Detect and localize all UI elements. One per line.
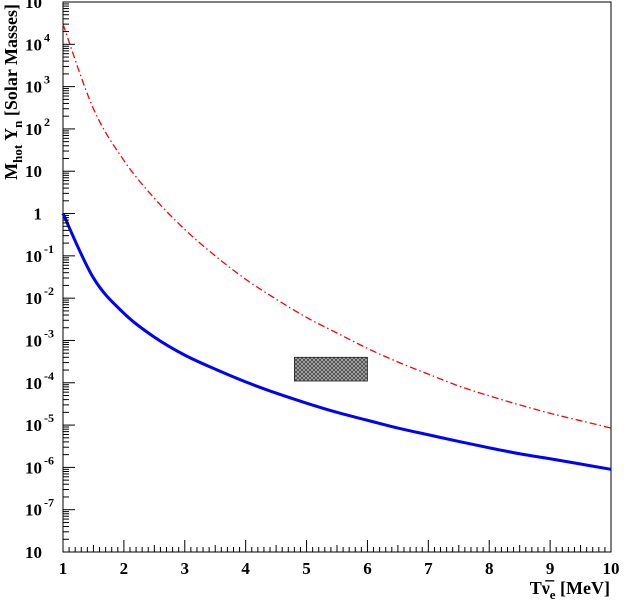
y-tick-label: 10 (25, 458, 42, 477)
x-tick-label: 10 (603, 559, 620, 578)
y-tick-exponent: -5 (44, 411, 54, 425)
y-tick-label: 10 (25, 374, 42, 393)
y-tick-label: 10 (25, 501, 42, 520)
x-tick-label: 8 (485, 559, 494, 578)
x-tick-label: 5 (302, 559, 311, 578)
y-tick-exponent: -3 (44, 326, 54, 340)
y-tick-label: 10 (25, 331, 42, 350)
series-line-2 (62, 23, 612, 429)
y-tick-label: 10 (25, 35, 42, 54)
shaded-region (293, 356, 368, 382)
y-tick-label: 10 (25, 78, 42, 97)
y-tick-label: 10 (25, 247, 42, 266)
x-tick-label: 3 (181, 559, 190, 578)
y-tick-exponent: -2 (44, 284, 54, 298)
x-tick-label: 1 (59, 559, 68, 578)
x-axis-label: Tν̅e [MeV] (530, 578, 610, 600)
y-tick-label: 10 (25, 0, 42, 12)
y-tick-label: 10 (25, 162, 42, 181)
series-line-1 (61, 212, 612, 471)
y-tick-label: 10 (25, 289, 42, 308)
y-tick-label: 1 (34, 205, 43, 224)
y-tick-exponent: 4 (44, 30, 50, 44)
x-tick-label: 9 (546, 559, 555, 578)
y-tick-exponent: 5 (44, 0, 50, 2)
y-tick-label: 10 (25, 120, 42, 139)
plot-frame (62, 1, 612, 553)
y-tick-exponent: -4 (44, 369, 54, 383)
x-tick-label: 2 (120, 559, 129, 578)
y-tick-exponent: 2 (44, 115, 50, 129)
y-tick-exponent: 3 (44, 73, 50, 87)
x-tick-label: 6 (363, 559, 372, 578)
y-axis-label: Mhot Yn [Solar Masses] (1, 4, 25, 180)
y-tick-label: 10 (25, 543, 42, 562)
x-tick-label: 7 (424, 559, 433, 578)
y-tick-label: 10 (25, 416, 42, 435)
y-tick-exponent: -6 (44, 453, 54, 467)
y-tick-exponent: -7 (44, 496, 54, 510)
y-tick-exponent: -1 (44, 242, 54, 256)
x-tick-label: 4 (241, 559, 250, 578)
